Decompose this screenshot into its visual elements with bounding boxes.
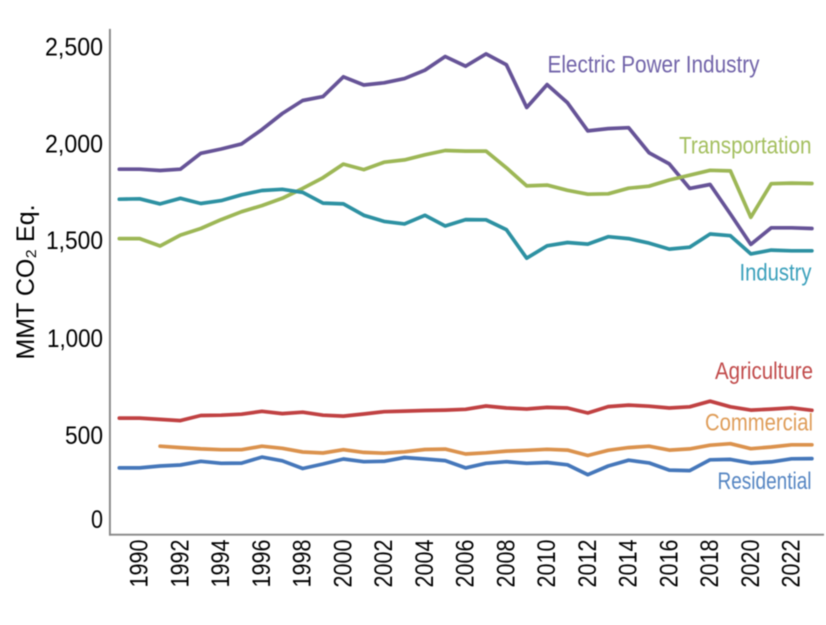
svg-text:1996: 1996 (248, 540, 276, 588)
svg-text:2020: 2020 (737, 540, 765, 588)
svg-text:2010: 2010 (533, 540, 561, 588)
svg-text:2022: 2022 (778, 540, 806, 588)
svg-text:2,000: 2,000 (45, 130, 103, 158)
svg-text:Industry: Industry (740, 259, 812, 286)
svg-text:1998: 1998 (289, 540, 317, 588)
svg-text:1992: 1992 (166, 540, 194, 588)
svg-text:2018: 2018 (696, 540, 724, 588)
svg-text:Transportation: Transportation (679, 133, 812, 160)
svg-text:2008: 2008 (492, 540, 520, 588)
svg-text:1,000: 1,000 (47, 325, 103, 353)
svg-text:2,500: 2,500 (45, 34, 103, 62)
svg-text:1990: 1990 (126, 540, 154, 588)
svg-text:1994: 1994 (207, 539, 235, 587)
svg-text:Electric Power Industry: Electric Power Industry (548, 52, 760, 79)
svg-text:500: 500 (65, 422, 103, 450)
svg-text:2014: 2014 (615, 539, 643, 587)
svg-text:Agriculture: Agriculture (715, 358, 813, 385)
svg-text:1,500: 1,500 (46, 227, 103, 255)
svg-text:2000: 2000 (329, 540, 357, 588)
svg-text:0: 0 (91, 506, 103, 534)
svg-text:2012: 2012 (574, 540, 602, 588)
svg-text:2004: 2004 (411, 539, 439, 587)
svg-text:Residential: Residential (718, 468, 812, 495)
svg-text:MMT CO₂ Eq.: MMT CO₂ Eq. (12, 204, 40, 359)
svg-text:2006: 2006 (452, 540, 480, 588)
svg-text:2002: 2002 (370, 540, 398, 588)
svg-text:Commercial: Commercial (705, 410, 813, 437)
svg-text:2016: 2016 (655, 540, 683, 588)
